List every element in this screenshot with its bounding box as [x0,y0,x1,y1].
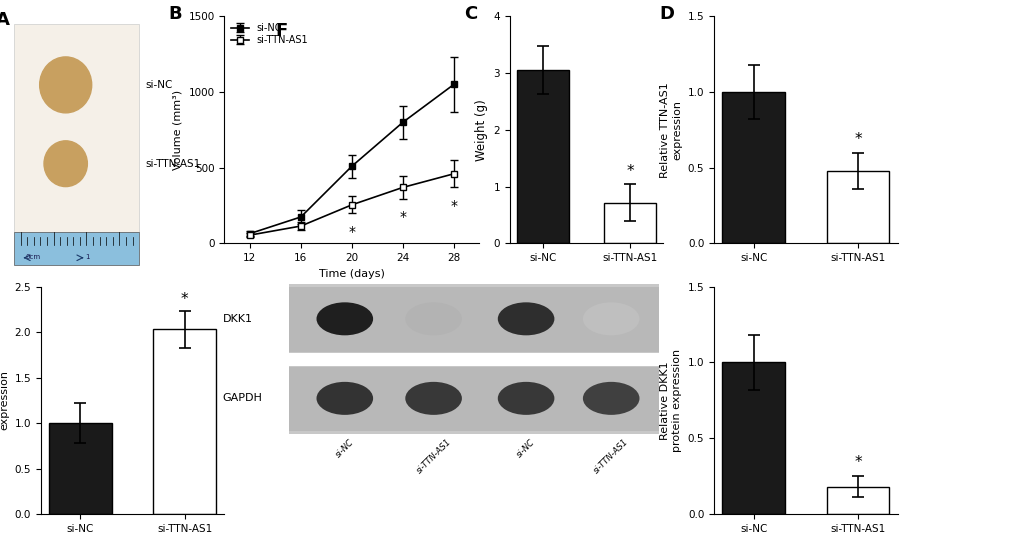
Text: C: C [464,5,477,23]
Y-axis label: Relative TTN-AS1
expression: Relative TTN-AS1 expression [660,82,682,177]
Ellipse shape [497,382,554,415]
Bar [153,329,216,514]
Text: A: A [0,11,10,29]
Text: F: F [275,22,287,39]
Ellipse shape [405,382,462,415]
Text: *: * [853,131,861,147]
Y-axis label: Relative miR-376a
expression: Relative miR-376a expression [0,349,9,451]
Bar [49,423,112,514]
Ellipse shape [44,141,88,187]
Bar [603,202,655,243]
Ellipse shape [405,302,462,335]
Text: B: B [168,5,181,23]
FancyBboxPatch shape [289,285,658,434]
Text: si-TTN-AS1: si-TTN-AS1 [591,437,630,476]
Y-axis label: Weight (g): Weight (g) [475,99,488,161]
Text: si-NC: si-NC [515,437,536,459]
Bar [721,92,785,243]
Text: si-NC: si-NC [333,437,356,459]
FancyBboxPatch shape [289,353,658,366]
Bar [721,362,785,514]
Legend: si-NC, si-TTN-AS1: si-NC, si-TTN-AS1 [229,21,310,47]
X-axis label: Time (days): Time (days) [319,269,384,279]
Bar [825,487,889,514]
Text: 1: 1 [85,254,90,260]
Text: *: * [853,455,861,470]
FancyBboxPatch shape [289,287,658,352]
Text: *: * [399,210,406,224]
Ellipse shape [316,302,373,335]
Text: *: * [348,225,355,239]
Text: *: * [450,199,457,213]
Ellipse shape [497,302,554,335]
Text: *: * [180,292,189,307]
Text: D: D [658,5,674,23]
FancyBboxPatch shape [13,24,139,233]
Bar [517,70,569,243]
Text: DKK1: DKK1 [222,314,253,324]
Ellipse shape [40,57,92,113]
FancyBboxPatch shape [289,367,658,431]
Text: si-TTN-AS1: si-TTN-AS1 [146,159,201,169]
Ellipse shape [316,382,373,415]
Y-axis label: Relative DKK1
protein expression: Relative DKK1 protein expression [660,349,682,452]
Bar [825,171,889,243]
Text: GAPDH: GAPDH [222,393,262,404]
Ellipse shape [582,382,639,415]
Text: si-NC: si-NC [146,80,172,90]
Text: si-TTN-AS1: si-TTN-AS1 [414,437,452,476]
Y-axis label: Volume (mm³): Volume (mm³) [172,90,182,170]
Ellipse shape [582,302,639,335]
Text: 0cm: 0cm [25,254,41,260]
FancyBboxPatch shape [13,233,139,266]
Text: *: * [626,164,633,179]
